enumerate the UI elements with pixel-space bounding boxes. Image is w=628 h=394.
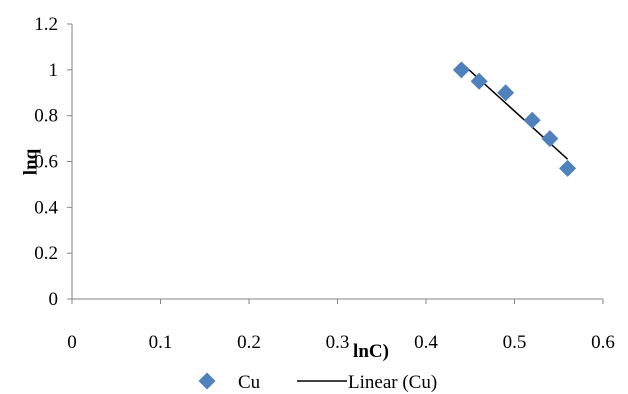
data-point-4: [541, 130, 559, 148]
legend-cu-label: Cu: [238, 372, 261, 393]
y-tick-label-6: 1.2: [34, 14, 58, 35]
y-tick-label-5: 1: [49, 60, 59, 81]
x-axis-title: lnC): [353, 341, 389, 362]
y-tick-label-0: 0: [49, 289, 59, 310]
x-tick-label-5: 0.5: [503, 332, 527, 353]
y-axis-ticks: 0 0.2 0.4 0.6 0.8 1 1.2: [34, 14, 72, 310]
y-tick-label-3: 0.6: [34, 152, 58, 173]
x-tick-label-2: 0.2: [237, 332, 261, 353]
y-axis-title: lnq: [20, 148, 41, 175]
legend: Cu Linear (Cu): [198, 372, 437, 393]
y-tick-label-4: 0.8: [34, 106, 58, 127]
legend-cu-marker: [198, 372, 216, 390]
x-axis-ticks: 0 0.1 0.2 0.3 0.4 0.5 0.6: [67, 299, 615, 353]
y-tick-label-2: 0.4: [34, 197, 58, 218]
data-point-0: [452, 61, 470, 79]
plot-area: 0 0.2 0.4 0.6 0.8 1 1.2 0 0.1 0.2 0.3 0.4 0.5 0.6: [34, 14, 615, 353]
data-point-1: [470, 72, 488, 90]
x-tick-label-6: 0.6: [591, 332, 615, 353]
x-tick-label-3: 0.3: [326, 332, 350, 353]
x-tick-label-0: 0: [67, 332, 77, 353]
data-point-5: [559, 159, 577, 177]
data-point-3: [523, 111, 541, 129]
legend-trendline-label: Linear (Cu): [348, 372, 437, 393]
data-points: [452, 61, 577, 177]
y-tick-label-1: 0.2: [34, 243, 58, 264]
x-tick-label-1: 0.1: [149, 332, 173, 353]
x-tick-label-4: 0.4: [414, 332, 438, 353]
